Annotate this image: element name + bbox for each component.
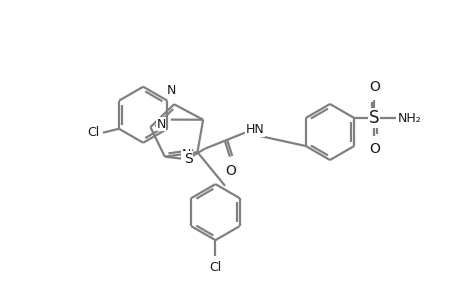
Text: N: N	[182, 148, 191, 160]
Text: N: N	[166, 84, 175, 97]
Text: S: S	[368, 109, 379, 127]
Text: NH₂: NH₂	[397, 112, 421, 124]
Text: O: O	[368, 142, 379, 156]
Text: O: O	[225, 164, 236, 178]
Text: S: S	[184, 152, 192, 166]
Text: Cl: Cl	[88, 126, 100, 139]
Text: HN: HN	[245, 123, 264, 136]
Text: Cl: Cl	[209, 261, 221, 274]
Text: N: N	[156, 118, 165, 130]
Text: O: O	[368, 80, 379, 94]
